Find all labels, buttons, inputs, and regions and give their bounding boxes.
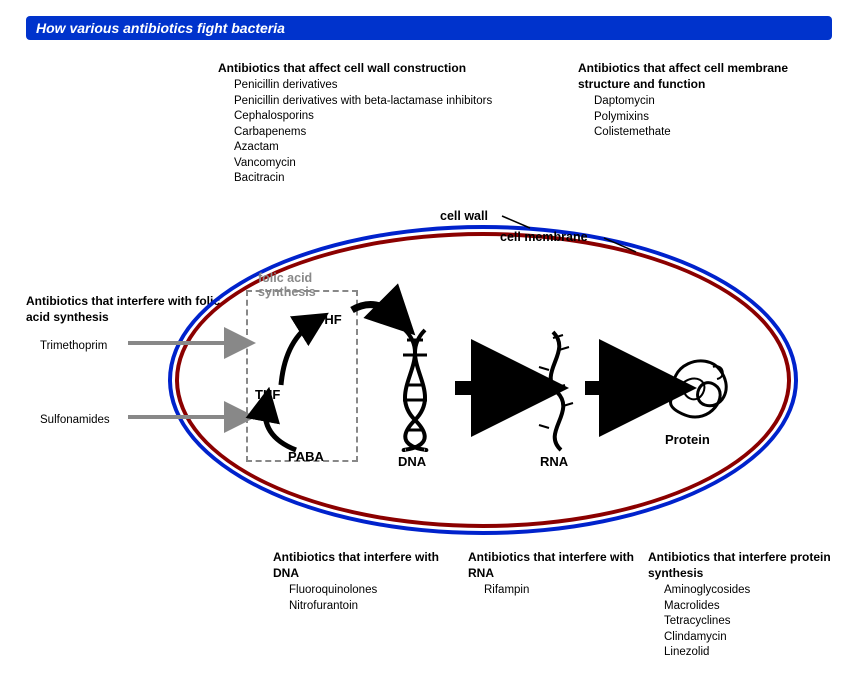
group-cellwall: Antibiotics that affect cell wall constr… xyxy=(218,60,558,187)
list-item: Clindamycin xyxy=(664,630,838,646)
group-protein-list: Aminoglycosides Macrolides Tetracyclines… xyxy=(648,583,838,661)
list-item: Cephalosporins xyxy=(234,109,558,125)
folic-acid-title: folic acid synthesis xyxy=(258,272,316,300)
list-item: Carbapenems xyxy=(234,125,558,141)
list-item: Bacitracin xyxy=(234,171,558,187)
list-item: Fluoroquinolones xyxy=(289,583,443,599)
group-membrane-list: Daptomycin Polymixins Colistemethate xyxy=(578,94,838,141)
title-text: How various antibiotics fight bacteria xyxy=(36,20,285,36)
node-dhf: DHF xyxy=(315,312,342,327)
list-item: Colistemethate xyxy=(594,125,838,141)
label-dna: DNA xyxy=(398,454,426,469)
list-item: Trimethoprim xyxy=(40,340,107,352)
list-item: Daptomycin xyxy=(594,94,838,110)
list-item: Sulfonamides xyxy=(40,414,110,426)
folic-item-1: Trimethoprim xyxy=(40,336,107,354)
list-item: Penicillin derivatives with beta-lactama… xyxy=(234,94,558,110)
group-dna-heading: Antibiotics that interfere with DNA xyxy=(273,549,443,581)
list-item: Rifampin xyxy=(484,583,638,599)
group-dna-list: Fluoroquinolones Nitrofurantoin xyxy=(273,583,443,614)
group-dna: Antibiotics that interfere with DNA Fluo… xyxy=(273,549,443,614)
group-rna-heading: Antibiotics that interfere with RNA xyxy=(468,549,638,581)
group-cellwall-list: Penicillin derivatives Penicillin deriva… xyxy=(218,78,558,187)
group-membrane: Antibiotics that affect cell membrane st… xyxy=(578,60,838,141)
list-item: Azactam xyxy=(234,140,558,156)
label-cell-membrane: cell membrane xyxy=(500,230,588,244)
list-item: Linezolid xyxy=(664,645,838,661)
node-paba: PABA xyxy=(288,449,324,464)
group-rna-list: Rifampin xyxy=(468,583,638,599)
label-protein: Protein xyxy=(665,432,710,447)
list-item: Vancomycin xyxy=(234,156,558,172)
list-item: Tetracyclines xyxy=(664,614,838,630)
list-item: Macrolides xyxy=(664,599,838,615)
node-thf: THF xyxy=(255,387,280,402)
group-protein-heading: Antibiotics that interfere protein synth… xyxy=(648,549,838,581)
group-cellwall-heading: Antibiotics that affect cell wall constr… xyxy=(218,60,558,76)
list-item: Nitrofurantoin xyxy=(289,599,443,615)
label-cell-wall: cell wall xyxy=(440,209,488,223)
list-item: Aminoglycosides xyxy=(664,583,838,599)
list-item: Polymixins xyxy=(594,110,838,126)
group-protein: Antibiotics that interfere protein synth… xyxy=(648,549,838,661)
list-item: Penicillin derivatives xyxy=(234,78,558,94)
title-bar: How various antibiotics fight bacteria xyxy=(26,16,832,40)
group-membrane-heading: Antibiotics that affect cell membrane st… xyxy=(578,60,838,92)
group-rna: Antibiotics that interfere with RNA Rifa… xyxy=(468,549,638,599)
folic-item-2: Sulfonamides xyxy=(40,410,110,428)
label-rna: RNA xyxy=(540,454,568,469)
